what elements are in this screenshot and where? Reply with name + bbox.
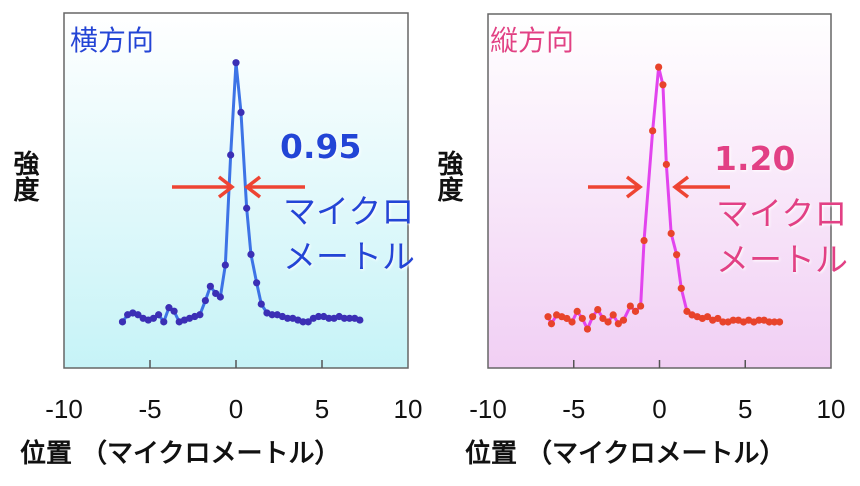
x-tick-label: -10 [45,394,83,424]
x-tick-label: 5 [738,394,752,424]
data-point [196,311,204,319]
data-point [568,318,576,326]
data-point [216,293,224,301]
data-point [544,313,552,321]
data-point [232,59,240,67]
data-point [655,63,663,71]
chart-vertical: -10 -5 0 5 10 位置 （マイクロメートル） 強度 縦方向 1.20 マイクロメートル [433,13,848,469]
data-point [237,108,245,116]
data-point [325,314,333,322]
data-point [243,204,251,212]
data-point [247,250,255,258]
data-point [165,304,173,312]
data-point [583,325,592,333]
fwhm-arrow-right [172,175,235,199]
data-point [683,307,691,315]
data-point [619,316,628,324]
data-point [677,284,685,292]
data-point [201,296,209,305]
data-point [631,307,640,315]
data-point [563,314,571,323]
data-point [314,312,323,321]
fwhm-value: 0.95 [280,127,361,166]
data-point [667,229,675,238]
data-point [765,318,773,326]
data-point [649,127,657,135]
data-point [170,307,178,315]
fwhm-unit-line1: マイクロ [283,192,414,231]
data-point [206,282,214,290]
x-tick-label: 5 [315,394,329,424]
data-point [227,151,235,159]
fwhm-arrow-right [588,175,643,199]
data-point [155,311,163,319]
x-tick-label: 10 [394,394,423,424]
x-tick-label: 0 [229,394,243,424]
x-tick-label: -5 [562,394,585,424]
data-point [604,318,612,326]
data-point [609,311,617,319]
fwhm-unit-line2: メートル [283,237,415,276]
chart-title: 縦方向 [490,24,574,57]
fwhm-unit-line2: メートル [716,240,848,279]
data-point [755,316,763,324]
data-point [547,320,556,328]
data-point [662,160,670,169]
data-point [160,318,168,326]
data-point [637,302,645,310]
data-point [268,311,276,319]
data-point [614,320,622,328]
y-axis-label: 強度 [433,150,463,203]
x-tick-label: -5 [138,394,161,424]
chart-horizontal: -10 -5 0 5 10 位置 （マイクロメートル） 強度 横方向 0.95 マイクロメートル [9,12,423,469]
data-point [719,318,727,326]
x-tick-label: 10 [817,394,846,424]
data-point [257,300,265,308]
data-point [729,316,737,324]
data-point [118,318,127,326]
data-point [659,81,667,89]
data-point [640,236,648,245]
data-point [345,314,354,322]
data-point [589,313,597,321]
fwhm-value: 1.20 [714,139,795,178]
data-point [578,314,586,323]
x-tick-label: -10 [469,394,507,424]
y-axis-label: 強度 [9,150,39,203]
data-point [599,314,607,323]
data-point [340,314,348,322]
fwhm-arrow-left [672,175,730,199]
data-point [299,318,307,326]
data-point [356,316,364,324]
x-axis-label: 位置 （マイクロメートル） [465,438,786,469]
data-point [775,318,784,326]
data-point [149,314,158,322]
chart-title: 横方向 [70,24,154,57]
data-point [714,314,722,323]
x-tick-label: 0 [652,394,666,424]
data-point [703,313,712,321]
data-point [134,311,142,319]
data-point [626,302,634,310]
fwhm-unit-line1: マイクロ [716,194,847,233]
data-point [221,261,229,269]
data-point [594,305,602,314]
x-axis-label: 位置 （マイクロメートル） [20,438,341,469]
data-point [770,318,779,326]
data-point [304,318,312,326]
data-point [673,251,681,259]
data-point [573,307,581,315]
data-point [253,279,261,287]
data-point [284,314,292,322]
fwhm-arrow-left [244,175,305,199]
